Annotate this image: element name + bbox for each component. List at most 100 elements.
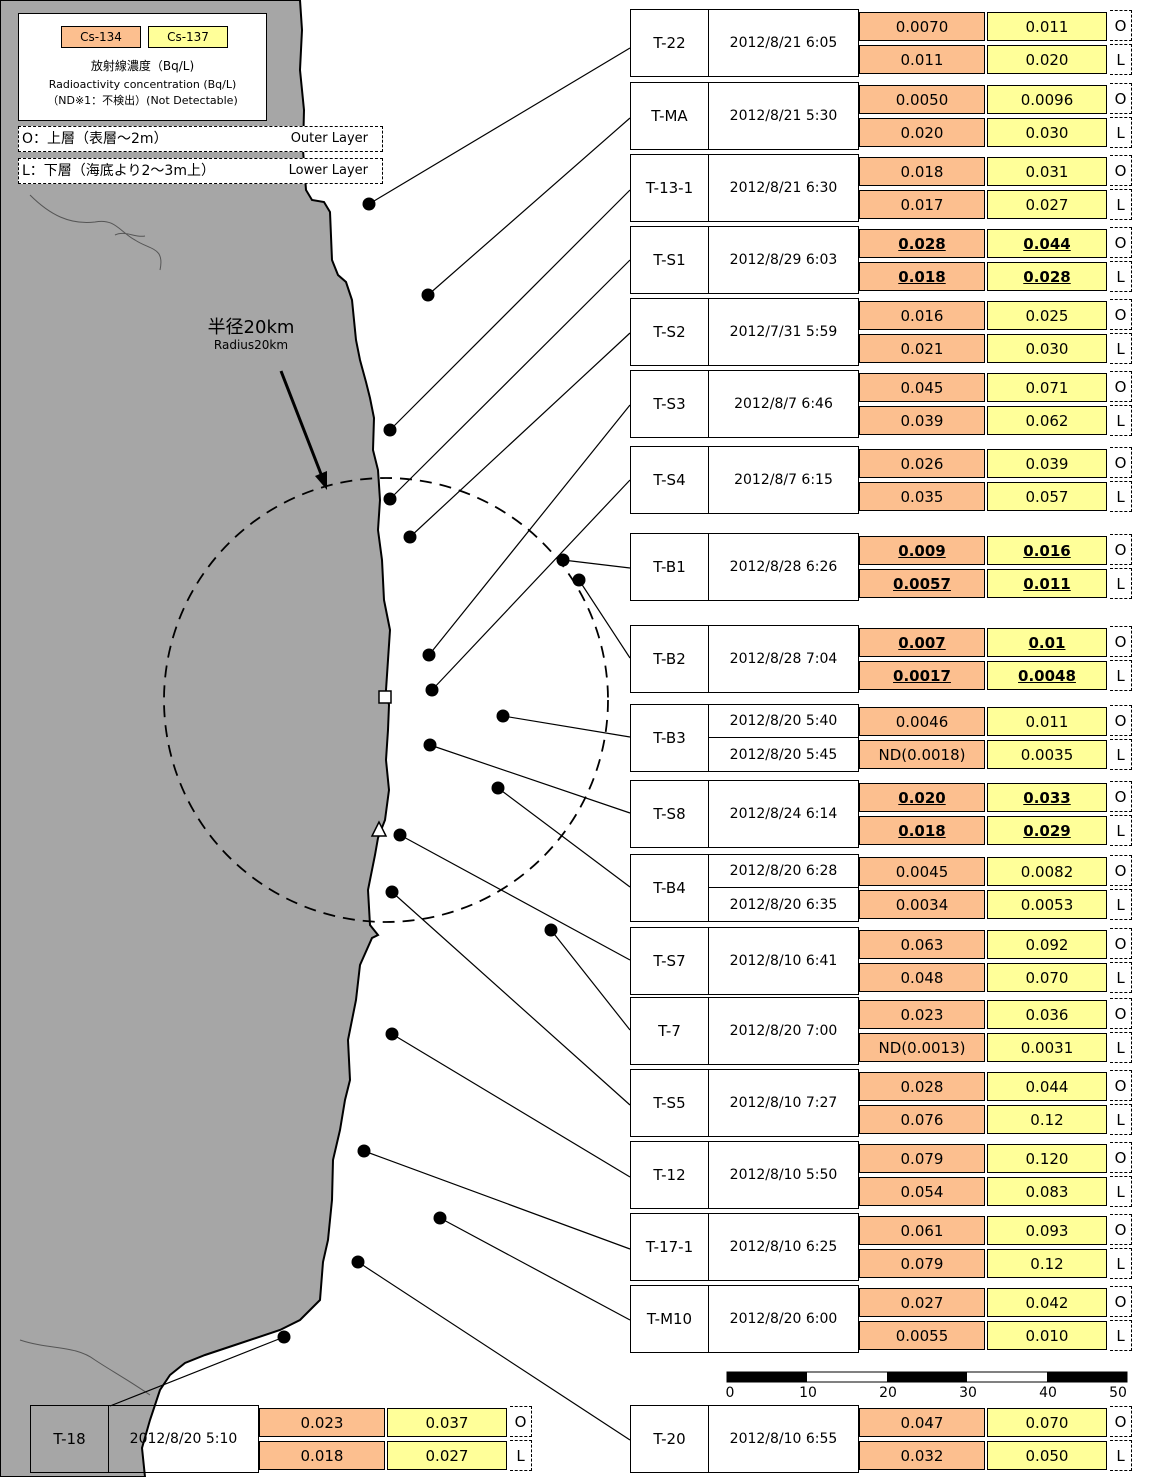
lower-cs137-value: 0.062 [987,406,1107,435]
lower-cs134-value: 0.011 [859,45,985,74]
outer-cs134-value: 0.0050 [859,85,985,114]
lower-cs137-value: 0.083 [987,1177,1107,1206]
station-T-S5: T-S5 2012/8/10 7:27 0.028 0.044 0.076 0.12 O L [630,1069,1149,1137]
outer-cs134-value: 0.028 [859,229,985,258]
station-id: T-S7 [630,927,709,995]
station-T-B4: T-B4 2012/8/20 6:28 2012/8/20 6:35 0.0045 0.… [630,854,1149,922]
legend-cs134-swatch: Cs-134 [61,26,141,48]
sampling-date: 2012/8/21 5:30 [708,82,859,150]
scale-bar-graphic [726,1371,1128,1383]
outer-cs134-value: 0.061 [859,1216,985,1245]
lower-layer-tag: L [1110,1032,1132,1063]
outer-layer-note: O：上層（表層～2m） Outer Layer [18,126,383,152]
lower-cs134-value: 0.017 [859,190,985,219]
station-T-S1: T-S1 2012/8/29 6:03 0.028 0.044 0.018 0.028 O L [630,226,1149,294]
outer-layer-tag: O [1110,10,1132,41]
lower-cs134-value: 0.079 [859,1249,985,1278]
outer-layer-tag: O [1110,855,1132,886]
point-T-B3 [496,709,510,723]
outer-cs134-value: 0.016 [859,301,985,330]
outer-cs137-value: 0.011 [987,12,1107,41]
legend-cs137-swatch: Cs-137 [148,26,228,48]
lower-cs134-value: 0.018 [859,816,985,845]
sampling-date: 2012/8/10 6:25 [708,1213,859,1281]
outer-cs137-value: 0.093 [987,1216,1107,1245]
outer-layer-tag: O [1110,626,1132,657]
lower-cs137-value: 0.0053 [987,890,1107,919]
outer-cs137-value: 0.016 [987,536,1107,565]
station-id: T-S4 [630,446,709,514]
leader-lines [109,47,631,1441]
outer-cs134-value: 0.028 [859,1072,985,1101]
lower-cs137-value: 0.0035 [987,740,1107,769]
outer-layer-jp: O：上層（表層～2m） [22,131,168,147]
point-T-18 [277,1330,291,1344]
scale-tick: 40 [1039,1385,1057,1401]
scale-bar: 0 10 20 30 40 50 [726,1371,1128,1411]
lower-cs137-value: 0.070 [987,963,1107,992]
sampling-date: 2012/8/21 6:05 [708,9,859,77]
station-T-S4: T-S4 2012/8/7 6:15 0.026 0.039 0.035 0.057 O L [630,446,1149,514]
outer-layer-tag: O [1110,1142,1132,1173]
outer-layer-tag: O [1110,781,1132,812]
point-T-S8 [423,738,437,752]
outer-cs134-value: 0.009 [859,536,985,565]
outer-cs134-value: 0.0070 [859,12,985,41]
point-T-12 [385,1027,399,1041]
station-id: T-17-1 [630,1213,709,1281]
legend-title-jp: 放射線濃度（Bq/L) [90,59,195,73]
lower-cs134-value: 0.018 [859,262,985,291]
lower-cs137-value: 0.12 [987,1249,1107,1278]
outer-layer-tag: O [1110,1286,1132,1317]
sampling-date: 2012/7/31 5:59 [708,298,859,366]
point-T-MA [421,288,435,302]
sampling-date: 2012/8/28 6:26 [708,533,859,601]
lower-cs134-value: 0.035 [859,482,985,511]
lower-layer-tag: L [1110,568,1132,599]
sampling-date: 2012/8/20 6:00 [708,1285,859,1353]
outer-layer-tag: O [510,1406,532,1437]
outer-cs137-value: 0.092 [987,930,1107,959]
station-id: T-13-1 [630,154,709,222]
sampling-date: 2012/8/28 7:04 [708,625,859,693]
outer-layer-tag: O [1110,1070,1132,1101]
point-T-S4 [425,683,439,697]
outer-cs137-value: 0.01 [987,628,1107,657]
station-T-S7: T-S7 2012/8/10 6:41 0.063 0.092 0.048 0.070 O L [630,927,1149,995]
outer-cs137-value: 0.033 [987,783,1107,812]
outer-cs137-value: 0.036 [987,1000,1107,1029]
sampling-date-outer: 2012/8/20 6:28 [708,854,859,888]
sampling-points [277,197,586,1344]
station-T-S2: T-S2 2012/7/31 5:59 0.016 0.025 0.021 0.030 O L [630,298,1149,366]
lower-layer-tag: L [1110,660,1132,691]
point-T-M10 [433,1211,447,1225]
legend-box: Cs-134 Cs-137 放射線濃度（Bq/L) Radioactivity … [18,13,267,121]
lower-layer-tag: L [1110,1248,1132,1279]
outer-cs137-value: 0.011 [987,707,1107,736]
outer-layer-tag: O [1110,1214,1132,1245]
lower-cs137-value: 0.030 [987,334,1107,363]
lower-cs137-value: 0.011 [987,569,1107,598]
point-T-B1 [556,553,570,567]
station-id: T-S8 [630,780,709,848]
station-T-20: T-20 2012/8/10 6:55 0.047 0.070 0.032 0.050 O L [630,1405,1149,1473]
scale-tick: 10 [799,1385,817,1401]
sampling-date: 2012/8/7 6:15 [708,446,859,514]
outer-cs134-value: 0.079 [859,1144,985,1173]
station-T-B2: T-B2 2012/8/28 7:04 0.007 0.01 0.0017 0.0048 O… [630,625,1149,693]
point-T-17-1 [357,1144,371,1158]
outer-cs134-value: 0.020 [859,783,985,812]
outer-cs137-value: 0.037 [387,1408,507,1437]
lower-cs137-value: 0.12 [987,1105,1107,1134]
lower-cs137-value: 0.028 [987,262,1107,291]
station-T-12: T-12 2012/8/10 5:50 0.079 0.120 0.054 0.083 O L [630,1141,1149,1209]
lower-layer-tag: L [1110,44,1132,75]
sampling-date: 2012/8/10 5:50 [708,1141,859,1209]
station-T-S8: T-S8 2012/8/24 6:14 0.020 0.033 0.018 0.029 O L [630,780,1149,848]
lower-cs134-value: 0.032 [859,1441,985,1470]
station-T-13-1: T-13-1 2012/8/21 6:30 0.018 0.031 0.017 0.027… [630,154,1149,222]
scale-tick: 50 [1109,1385,1127,1401]
sampling-date: 2012/8/29 6:03 [708,226,859,294]
land-mass [0,0,392,1477]
lower-cs137-value: 0.027 [987,190,1107,219]
